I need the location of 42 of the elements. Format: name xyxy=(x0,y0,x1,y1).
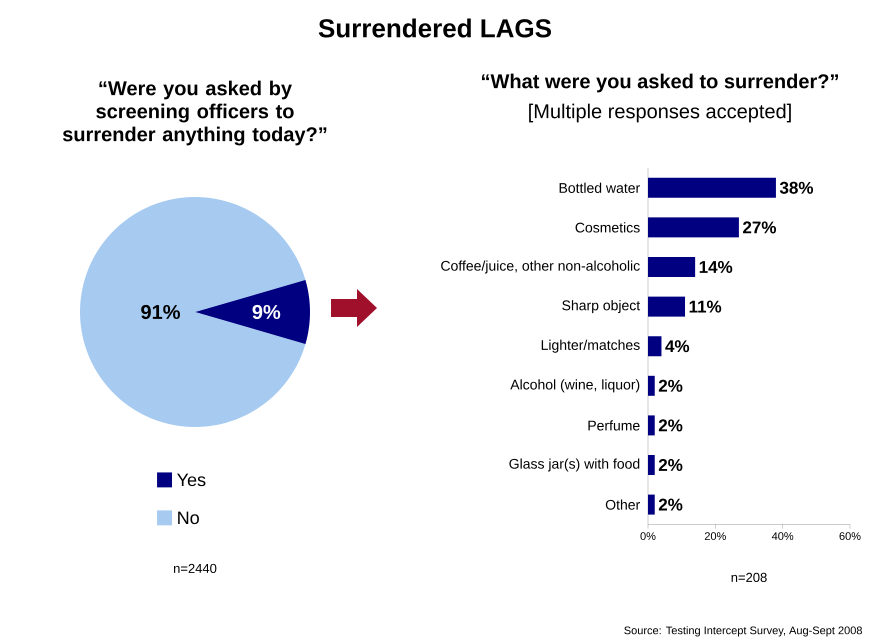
bar xyxy=(648,415,655,436)
source-note: Source: Testing Intercept Survey, Aug-Sept 2008 xyxy=(624,626,862,636)
y-tick-label: Alcohol (wine, liquor) xyxy=(510,379,640,392)
legend-label: Yes xyxy=(177,474,206,486)
data-label: 27% xyxy=(743,221,776,234)
data-label: 2% xyxy=(658,419,682,432)
y-tick-label: Coffee/juice, other non-alcoholic xyxy=(441,260,640,274)
chart-title: “Were you asked by screening officers to surrender anything today?” xyxy=(62,80,326,146)
legend-label: No xyxy=(178,512,199,524)
data-label: 4% xyxy=(665,340,690,352)
chart-subtitle: [Multiple responses accepted] xyxy=(529,104,791,122)
y-tick-label: Perfume xyxy=(588,420,640,431)
bar xyxy=(648,217,739,238)
data-label: 2% xyxy=(658,380,682,392)
y-tick-label: Sharp object xyxy=(562,300,640,314)
bar xyxy=(648,494,655,515)
bar xyxy=(648,376,655,396)
data-label: 9% xyxy=(252,304,280,320)
data-label: 2% xyxy=(658,459,682,471)
data-label: 11% xyxy=(690,300,722,313)
bar xyxy=(648,178,776,198)
text: n=208 xyxy=(732,572,767,582)
bar xyxy=(648,257,696,277)
data-label: 91% xyxy=(141,304,180,320)
text: n=2440 xyxy=(174,564,216,574)
y-tick-label: Bottled water xyxy=(560,182,640,193)
y-tick-label: Cosmetics xyxy=(576,222,640,233)
bar xyxy=(648,296,686,317)
text: Surrendered LAGS xyxy=(318,18,551,38)
x-tick-label: 40% xyxy=(772,532,794,540)
data-label: 38% xyxy=(780,182,814,194)
data-label: 2% xyxy=(658,498,682,511)
bar xyxy=(648,455,655,475)
chart-title: “What were you asked to surrender?” xyxy=(482,74,838,92)
bar xyxy=(648,336,662,356)
x-tick-label: 60% xyxy=(840,532,861,540)
y-tick-label: Lighter/matches xyxy=(542,340,640,353)
x-tick-label: 20% xyxy=(704,532,726,540)
data-label: 14% xyxy=(700,261,732,273)
y-tick-label: Glass jar(s) with food xyxy=(509,458,640,472)
y-tick-label: Other xyxy=(606,499,640,510)
x-tick-label: 0% xyxy=(640,532,656,540)
